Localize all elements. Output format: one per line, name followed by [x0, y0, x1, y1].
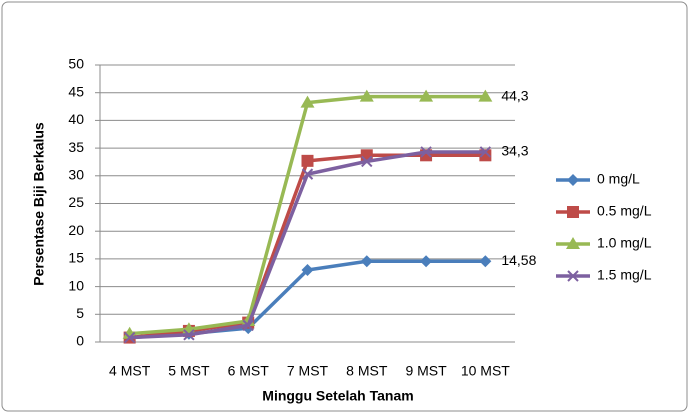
x-tick-label: 6 MST [228, 363, 270, 379]
point [300, 95, 315, 108]
point [183, 329, 195, 341]
point [479, 255, 492, 268]
point [360, 255, 373, 268]
point [478, 89, 493, 102]
y-tick-label: 20 [68, 222, 84, 238]
legend-label: 1.0 mg/L [597, 235, 652, 251]
y-tick-label: 45 [68, 83, 84, 99]
point [123, 331, 136, 344]
data-label: 34,3 [501, 143, 528, 159]
point [301, 154, 314, 167]
data-label: 14,58 [501, 252, 536, 268]
point [301, 263, 314, 276]
legend-label: 0 mg/L [597, 171, 640, 187]
legend-label: 0.5 mg/L [597, 203, 652, 219]
point [566, 237, 580, 249]
x-tick-label: 8 MST [346, 363, 388, 379]
x-tick-label: 5 MST [168, 363, 210, 379]
point [242, 319, 254, 332]
legend-label: 1.5 mg/L [597, 267, 652, 283]
y-tick-label: 10 [68, 277, 84, 293]
y-tick-label: 15 [68, 250, 84, 266]
data-label: 44,3 [501, 87, 528, 103]
y-axis-title: Persentase Biji Berkalus [31, 122, 47, 286]
point [420, 146, 432, 158]
y-tick-label: 50 [68, 56, 84, 72]
point [361, 155, 373, 168]
y-tick-label: 30 [68, 167, 84, 183]
y-tick-label: 5 [76, 305, 84, 321]
point [479, 146, 492, 158]
point [359, 89, 374, 102]
x-tick-label: 10 MST [461, 363, 510, 379]
point [567, 174, 579, 186]
point [420, 255, 433, 268]
x-tick-label: 4 MST [109, 363, 151, 379]
y-tick-label: 0 [76, 333, 84, 349]
y-tick-label: 35 [68, 139, 84, 155]
x-axis-title: Minggu Setelah Tanam [262, 388, 413, 404]
point [567, 206, 579, 218]
point [567, 270, 579, 282]
x-tick-label: 9 MST [405, 363, 447, 379]
y-tick-label: 40 [68, 111, 84, 127]
point [419, 89, 434, 102]
point [301, 168, 314, 180]
x-tick-label: 7 MST [287, 363, 329, 379]
y-tick-label: 25 [68, 194, 84, 210]
